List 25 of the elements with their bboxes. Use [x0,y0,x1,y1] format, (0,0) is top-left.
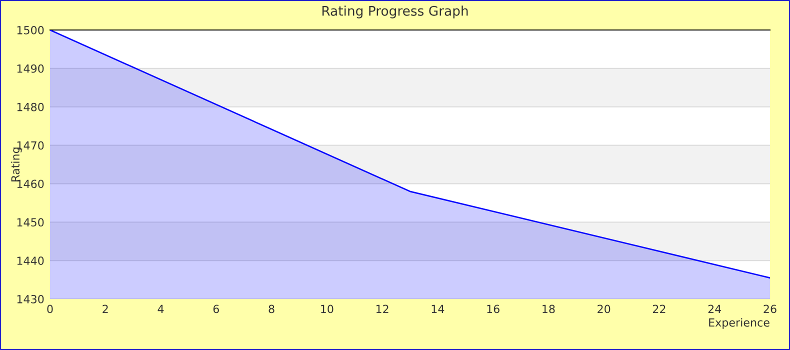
x-tick-label: 14 [432,304,444,313]
y-tick-label: 1440 [17,256,44,265]
x-tick-label: 18 [542,304,555,314]
y-tick-label: 1480 [17,102,44,112]
x-tick-label: 10 [321,304,334,314]
x-tick-label: 2 [102,304,108,313]
y-tick-label: 1460 [17,180,44,188]
chart-title: Rating Progress Graph [322,6,468,18]
y-tick-label: 1430 [17,294,44,304]
y-tick-label: 1470 [17,141,44,150]
x-axis-title: Experience [709,318,770,329]
x-tick-label: 26 [764,304,776,314]
y-tick-label: 1450 [17,218,44,227]
x-tick-label: 4 [158,304,164,313]
x-tick-label: 20 [598,304,610,314]
x-tick-label: 8 [268,304,274,314]
x-tick-label: 22 [652,304,666,313]
y-tick-label: 1490 [17,64,44,73]
y-tick-label: 1500 [17,26,44,34]
x-tick-label: 16 [487,304,500,314]
x-tick-label: 12 [376,304,388,313]
y-axis-title: Rating [10,148,22,182]
x-tick-label: 24 [708,304,722,313]
x-tick-label: 0 [47,304,53,314]
x-tick-label: 6 [213,304,219,314]
